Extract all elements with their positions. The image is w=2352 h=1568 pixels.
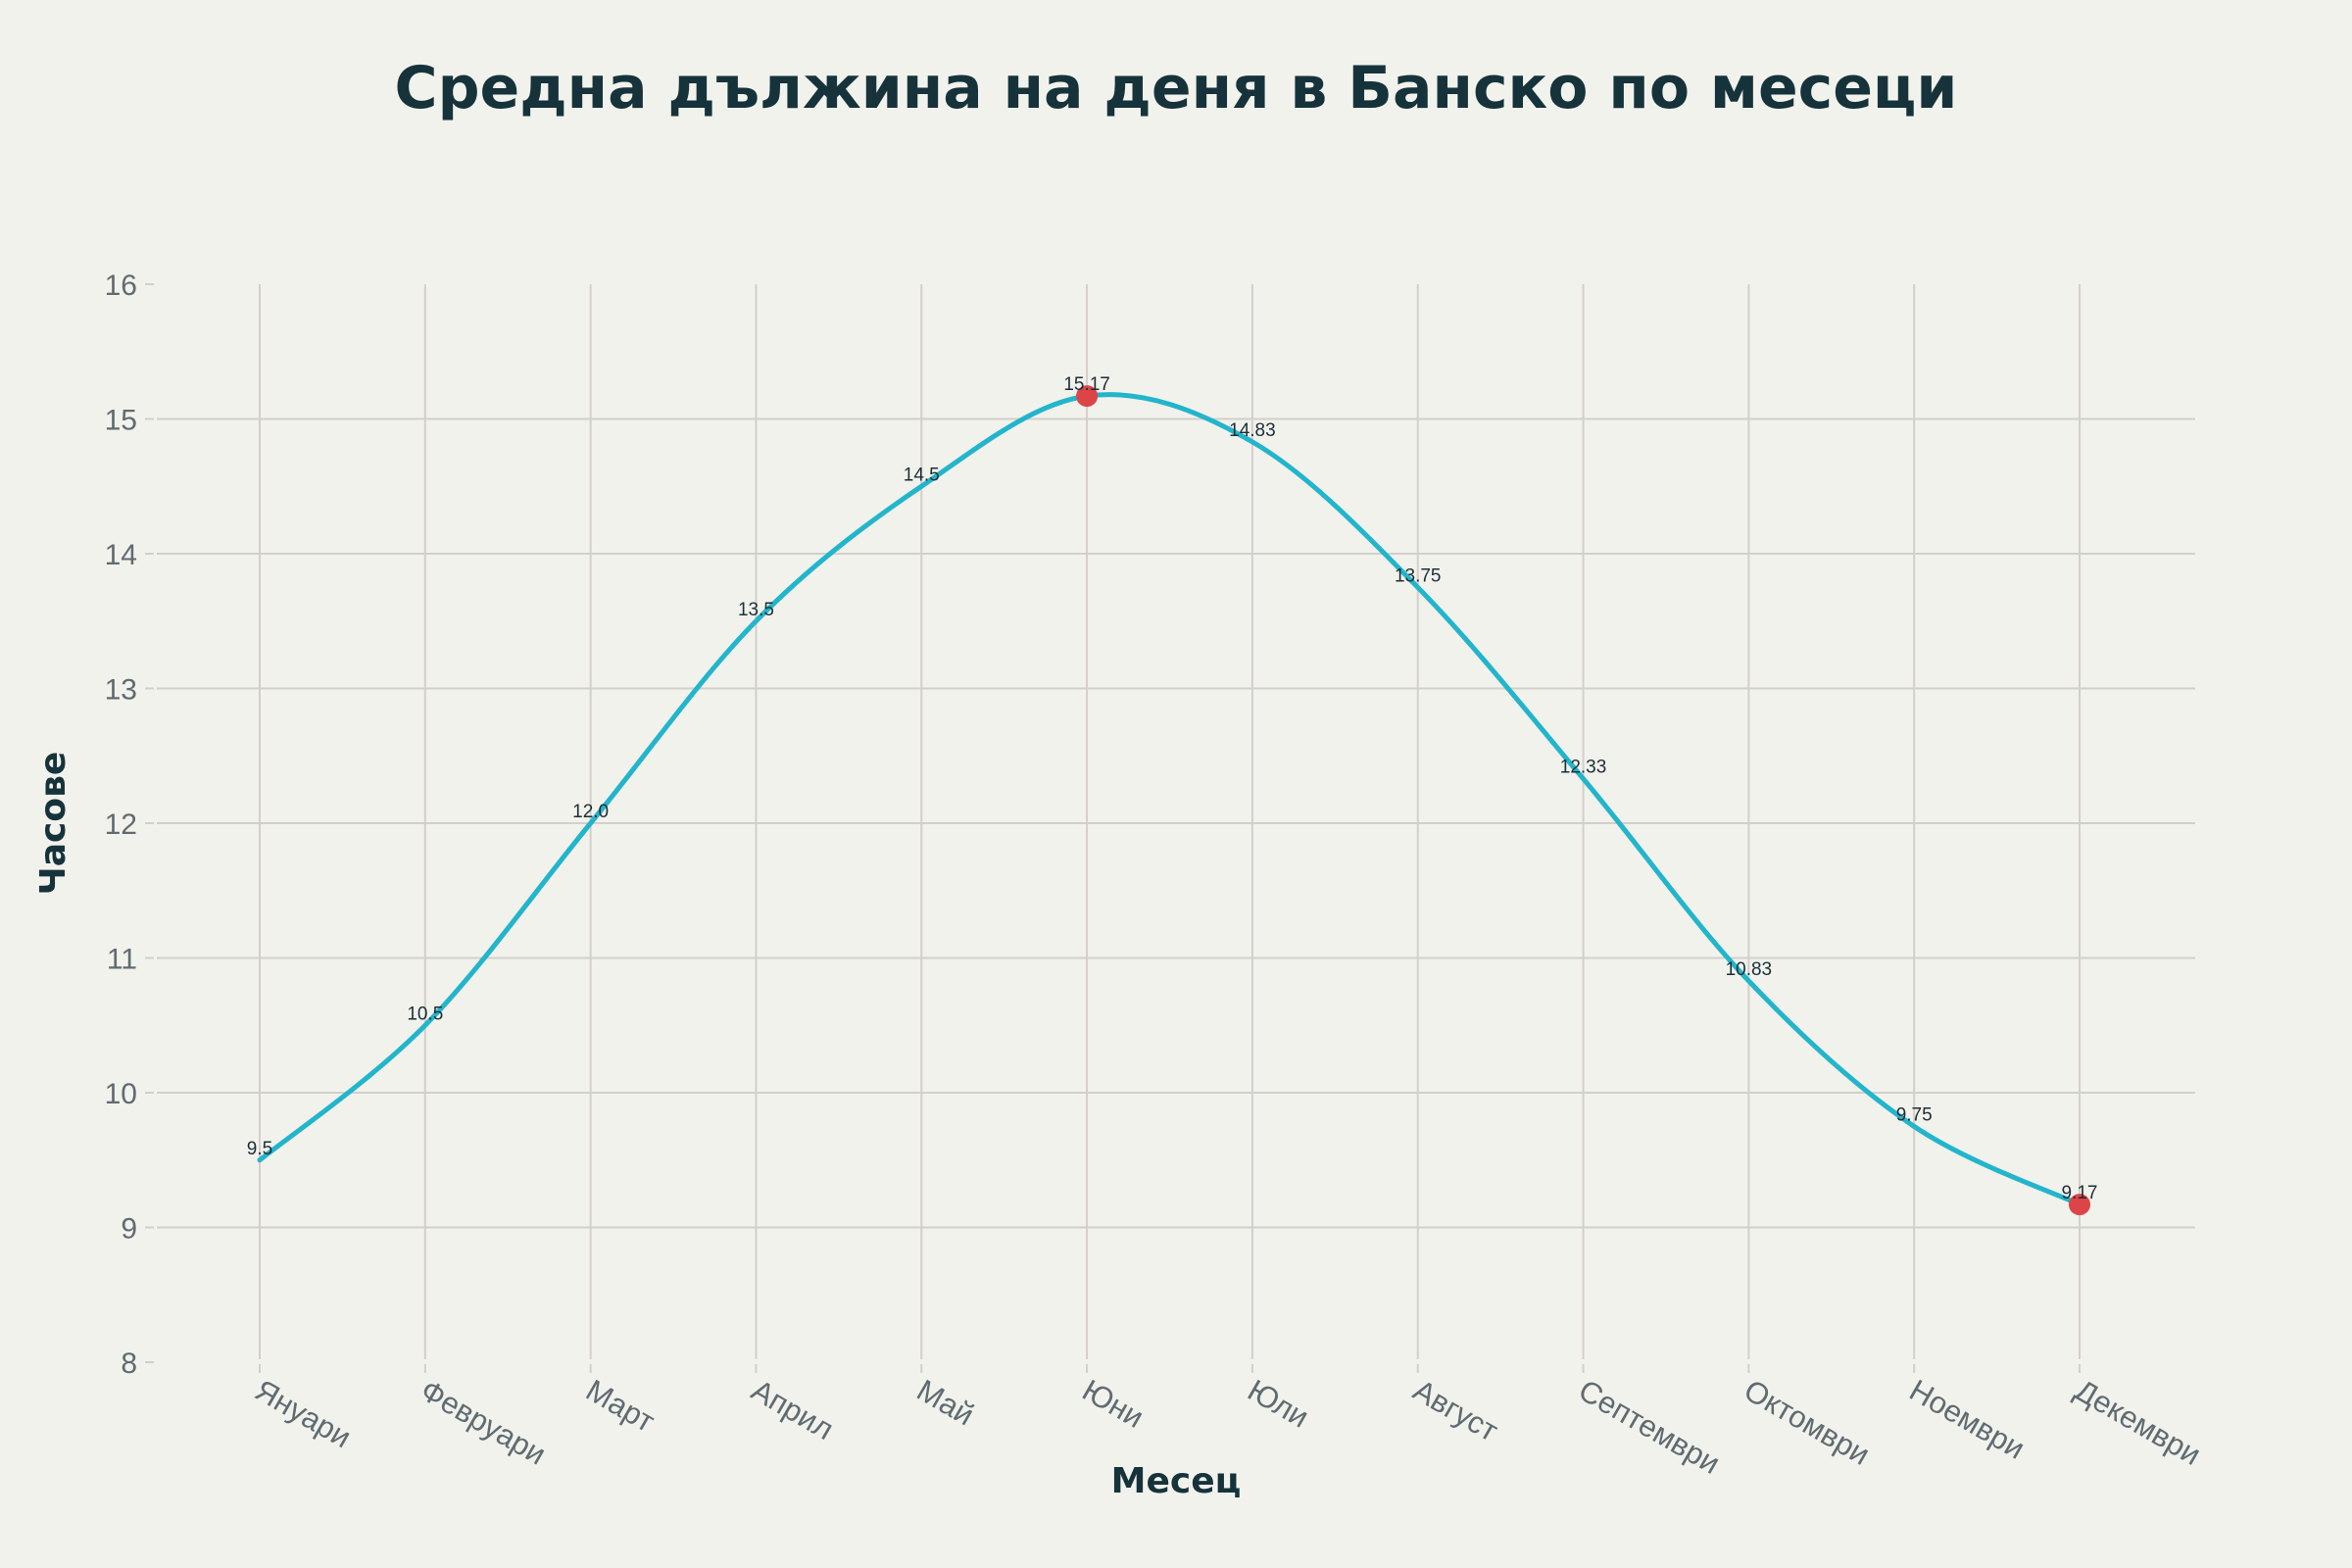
x-tick-label: Май	[911, 1373, 980, 1433]
data-label: 9.5	[247, 1139, 272, 1159]
data-label: 10.5	[407, 1004, 443, 1024]
y-tick-label: 13	[105, 674, 137, 707]
y-tick-label: 10	[105, 1078, 137, 1110]
max-point-marker	[1076, 385, 1099, 408]
min-point-marker	[2069, 1194, 2090, 1216]
highlight-markers	[1076, 385, 2090, 1216]
data-label: 14.83	[1229, 420, 1276, 441]
data-label: 9.75	[1896, 1104, 1933, 1125]
y-tick-label: 9	[121, 1213, 137, 1246]
y-tick-label: 16	[105, 270, 137, 302]
data-label: 12.0	[572, 802, 609, 822]
data-label: 13.75	[1395, 565, 1442, 586]
day-length-line	[257, 392, 2082, 1207]
data-label: 15.17	[1063, 374, 1110, 395]
data-label: 9.17	[2062, 1183, 2098, 1203]
x-axis-title: Месец	[1111, 1461, 1242, 1501]
x-tick-label: Ноември	[1904, 1373, 2031, 1466]
y-tick-label: 12	[105, 808, 137, 841]
x-tick-label: Март	[580, 1373, 661, 1439]
x-tick-label: Октомври	[1739, 1373, 1876, 1472]
x-tick-label: Август	[1407, 1373, 1503, 1448]
x-tick-label: Септември	[1573, 1373, 1726, 1481]
y-axis-title: Часове	[33, 752, 74, 896]
x-tick-label: Юли	[1242, 1373, 1314, 1435]
x-tick-label: Юни	[1077, 1373, 1150, 1435]
x-tick-label: Декември	[2070, 1373, 2207, 1472]
data-label: 14.5	[904, 465, 940, 485]
x-tick-label: Февруари	[415, 1373, 552, 1472]
chart-title: Средна дължина на деня в Банско по месец…	[394, 54, 1958, 122]
x-tick-label: Януари	[250, 1373, 358, 1455]
y-tick-label: 11	[107, 944, 137, 976]
data-label: 13.5	[738, 600, 774, 620]
y-tick-label: 15	[105, 405, 137, 437]
data-labels: 9.5 10.5 12.0 13.5 14.5 15.17 14.83 13.75 12.33 1…	[247, 374, 2098, 1203]
y-tick-label: 14	[105, 539, 137, 571]
data-label: 10.83	[1726, 959, 1773, 980]
y-tick-label: 8	[121, 1348, 137, 1380]
x-tick-label: Април	[746, 1373, 840, 1446]
data-label: 12.33	[1560, 758, 1607, 778]
y-axis: 8 9 10 11 12 13 14 15 16	[105, 270, 154, 1380]
gridlines	[157, 284, 2195, 1359]
